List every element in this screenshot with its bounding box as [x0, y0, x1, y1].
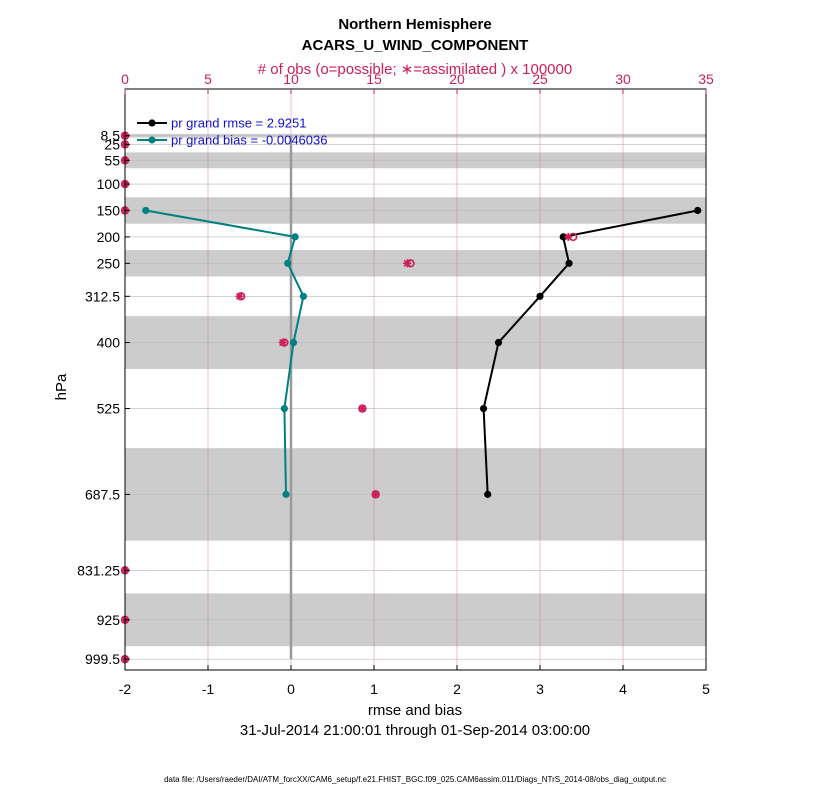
legend-marker — [148, 119, 156, 127]
x-axis-label: rmse and bias — [368, 702, 462, 719]
series-point-rmse — [559, 233, 567, 241]
series-group — [142, 206, 702, 498]
series-point-bias — [299, 292, 308, 300]
series-point-bias — [142, 206, 150, 215]
top-axis-label: # of obs (o=possible; ∗=assimilated ) x … — [258, 61, 572, 78]
y-tick-label: 400 — [97, 335, 121, 351]
top-tick-label: 30 — [615, 71, 631, 87]
x-axis-ticks: -2 -1 0 1 2 3 4 5 — [119, 665, 710, 697]
legend-label: pr grand rmse = 2.9251 — [171, 116, 307, 131]
x-tick-label: 1 — [370, 681, 378, 697]
y-tick-label: 200 — [97, 229, 121, 245]
series-point-rmse — [479, 404, 488, 413]
chart-subtitle: ACARS_U_WIND_COMPONENT — [302, 37, 529, 54]
y-tick-label: 312.5 — [85, 288, 120, 304]
grid — [125, 89, 706, 670]
top-tick-label: 5 — [204, 71, 212, 87]
x-tick-label: 3 — [536, 681, 544, 697]
obs-assimilated-stroke — [372, 490, 380, 498]
y-tick-label: 525 — [97, 401, 121, 417]
obs-assimilated-stroke — [358, 404, 366, 413]
legend-label: pr grand bias = -0.0046036 — [171, 133, 327, 148]
y-tick-label: 999.5 — [85, 651, 120, 667]
series-point-bias — [280, 404, 288, 413]
obs-assimilated-stroke — [235, 292, 244, 300]
x-tick-label: 2 — [453, 681, 461, 697]
x-tick-label: 0 — [287, 681, 295, 697]
series-point-bias — [289, 338, 298, 347]
top-tick-label: 35 — [698, 71, 714, 87]
series-point-bias — [284, 259, 292, 267]
y-tick-label: 831.25 — [77, 562, 120, 578]
top-tick-label: 15 — [366, 71, 382, 87]
footer-data-file: data file: /Users/raeder/DAI/ATM_forcXX/… — [164, 775, 666, 784]
series-point-rmse — [484, 490, 492, 498]
top-tick-label: 0 — [121, 71, 129, 87]
top-tick-label: 10 — [283, 71, 299, 87]
x-tick-label: 5 — [702, 681, 710, 697]
obs-assimilated-stroke — [279, 338, 287, 347]
series-point-bias — [282, 490, 290, 498]
series-point-rmse — [494, 338, 503, 347]
legend: pr grand rmse = 2.9251 pr grand bias = -0… — [137, 116, 327, 148]
obs-assimilated-stroke — [403, 259, 411, 267]
top-axis-ticks: 0 5 10 15 20 25 30 35 — [121, 71, 714, 94]
x-tick-label: -2 — [119, 681, 132, 697]
y-tick-label: 25 — [104, 136, 120, 152]
y-tick-label: 925 — [97, 612, 121, 628]
series-point-rmse — [565, 259, 573, 267]
y-tick-label: 55 — [104, 152, 120, 168]
series-point-bias — [291, 233, 299, 241]
top-tick-label: 25 — [532, 71, 548, 87]
obs-assimilated-marker — [403, 259, 412, 268]
obs-assimilated-marker — [358, 404, 367, 413]
y-tick-label: 150 — [97, 202, 121, 218]
obs-assimilated-marker — [371, 490, 380, 499]
y-axis-label: hPa — [53, 373, 70, 400]
chart-title: Northern Hemisphere — [338, 16, 491, 33]
x-tick-label: 4 — [619, 681, 627, 697]
obs-assimilated-marker — [235, 292, 244, 301]
top-tick-label: 20 — [449, 71, 465, 87]
series-point-rmse — [694, 206, 702, 215]
legend-marker — [148, 136, 156, 144]
plot-frame — [124, 88, 707, 671]
obs-assimilated-stroke — [564, 233, 572, 241]
date-range: 31-Jul-2014 21:00:01 through 01-Sep-2014… — [240, 722, 590, 739]
obs-assimilated-marker — [278, 338, 287, 347]
series-point-rmse — [536, 292, 544, 300]
y-tick-label: 687.5 — [85, 486, 120, 502]
obs-assimilated-marker — [564, 232, 573, 241]
y-tick-label: 8.5 — [101, 128, 121, 144]
y-tick-label: 250 — [97, 255, 121, 271]
x-tick-label: -1 — [202, 681, 215, 697]
y-tick-label: 100 — [97, 176, 121, 192]
